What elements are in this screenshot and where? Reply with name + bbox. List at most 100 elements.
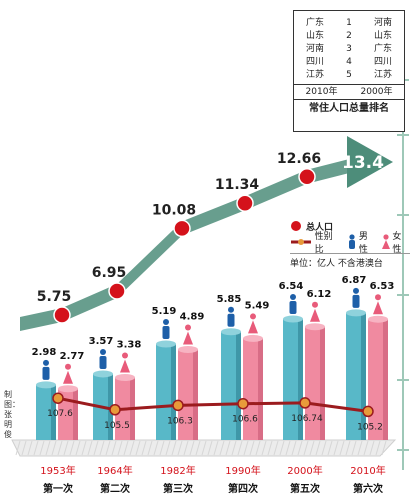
- sex-ratio-label: 107.6: [47, 409, 73, 419]
- bar-cap: [156, 340, 176, 348]
- bar-shade: [383, 319, 388, 440]
- male-value-label: 6.54: [279, 281, 304, 292]
- floor-hatch: [87, 440, 93, 456]
- floor-hatch: [69, 440, 75, 456]
- unit-note: 单位：亿人 不含港澳台: [290, 258, 383, 269]
- total-population-arrow: 5.75 6.95 10.08 11.34 12.66 13.4: [20, 136, 393, 331]
- floor-hatch: [51, 440, 57, 456]
- ranking-2000: 四川: [373, 57, 392, 67]
- ranking-2010: 河南: [305, 44, 324, 54]
- female-person-icon: [310, 308, 320, 322]
- ranking-row: 山东 2 山东: [294, 30, 404, 43]
- floor-hatch: [243, 440, 249, 456]
- floor-hatch: [81, 440, 87, 456]
- floor-hatch: [309, 440, 315, 456]
- floor-hatch: [153, 440, 159, 456]
- bar-shade: [298, 319, 303, 440]
- sex-ratio-label: 105.5: [104, 421, 130, 431]
- bar-cap: [178, 346, 198, 354]
- female-value-label: 5.49: [245, 300, 270, 311]
- floor-hatch: [189, 440, 195, 456]
- total-value-label: 13.4: [342, 153, 384, 173]
- male-value-label: 3.57: [89, 336, 114, 347]
- ranking-2000: 江苏: [373, 70, 392, 80]
- female-value-label: 3.38: [117, 339, 142, 350]
- bar-shade: [51, 384, 56, 440]
- year-label: 2010年: [350, 464, 385, 477]
- female-person-icon: [375, 294, 381, 301]
- census-label: 第三次: [163, 482, 193, 495]
- bar-cap: [243, 334, 263, 342]
- bar-cap: [93, 370, 113, 378]
- year-label: 1953年: [40, 464, 75, 477]
- bar-shade: [361, 312, 366, 440]
- grid-lines: [11, 40, 409, 470]
- floor-hatch: [279, 440, 285, 456]
- female-person-icon: [312, 301, 318, 308]
- ranking-row: 四川 4 四川: [294, 56, 404, 69]
- total-dot: [236, 194, 254, 212]
- sex-ratio-label: 106.6: [232, 415, 258, 425]
- credit-text: 制图：张明俊: [4, 390, 20, 439]
- ranking-years: 2010年 2000年: [294, 84, 404, 99]
- ranking-2000: 河南: [373, 18, 392, 28]
- floor-hatch: [237, 440, 243, 456]
- floor-hatch: [93, 440, 99, 456]
- legend-total: 总人口: [290, 218, 410, 234]
- bar-cap: [221, 328, 241, 336]
- census-label: 第六次: [353, 482, 383, 495]
- bar-shade: [171, 343, 176, 440]
- total-dot: [173, 219, 191, 238]
- female-person-icon: [185, 324, 191, 331]
- legend-people: 性别比 男性 女性: [290, 232, 410, 255]
- floor-hatch: [39, 440, 45, 456]
- sex-ratio-dot: [299, 397, 311, 409]
- total-value-label: 6.95: [92, 265, 127, 281]
- total-dot-icon: [291, 221, 301, 231]
- floor-hatch: [171, 440, 177, 456]
- bar-shade: [236, 331, 241, 440]
- bar-cap: [346, 309, 366, 317]
- ranking-number: 1: [346, 18, 352, 28]
- bar-shade: [73, 388, 78, 440]
- ranking-2010: 江苏: [305, 70, 324, 80]
- female-person-icon: [65, 363, 71, 370]
- total-dot: [298, 168, 316, 186]
- female-value-label: 2.77: [60, 351, 85, 362]
- legend-ratio-label: 性别比: [314, 232, 333, 255]
- ranking-year-2000: 2000年: [360, 87, 393, 97]
- bar-cap: [58, 385, 78, 393]
- floor-hatch: [75, 440, 81, 456]
- male-person-icon: [289, 301, 297, 315]
- year-label: 1982年: [160, 464, 195, 477]
- sex-ratio-layer: 107.6 105.5 106.3 106.6 106.74 105.2: [47, 392, 383, 432]
- census-label: 第一次: [43, 482, 73, 495]
- bar-layer: 2.98 3.57 5.19 5.85 6.54 6.87 2.77 3.38 4.89 5.49…: [32, 275, 395, 440]
- ranking-2000: 山东: [373, 31, 392, 41]
- floor-hatch: [345, 440, 351, 456]
- ranking-number: 4: [346, 57, 352, 67]
- female-value-label: 6.53: [370, 281, 395, 292]
- ranking-number: 2: [346, 31, 352, 41]
- ranking-2000: 广东: [373, 44, 392, 54]
- ranking-table: 广东 1 河南 山东 2 山东 河南 3 广东 四川 4 四川 江苏 5 江苏 2010年 2000年…: [293, 10, 405, 132]
- census-label: 第五次: [290, 482, 320, 495]
- floor-hatch: [195, 440, 201, 456]
- sex-ratio-dot: [362, 405, 374, 418]
- female-person-icon: [122, 352, 128, 359]
- floor-hatch: [261, 440, 267, 456]
- male-value-label: 6.87: [342, 275, 367, 286]
- floor-hatch: [207, 440, 213, 456]
- ranking-2010: 山东: [305, 31, 324, 41]
- floor-hatch: [285, 440, 291, 456]
- floor-hatch: [183, 440, 189, 456]
- floor-hatch: [165, 440, 171, 456]
- total-value-label: 12.66: [277, 151, 321, 167]
- floor-hatch: [33, 440, 39, 456]
- male-value-label: 5.19: [152, 306, 177, 317]
- ranking-row: 江苏 5 江苏: [294, 69, 404, 82]
- bar-cap: [36, 381, 56, 389]
- ranking-title: 常住人口总量排名: [294, 99, 404, 118]
- sex-ratio-line-icon: [291, 239, 311, 245]
